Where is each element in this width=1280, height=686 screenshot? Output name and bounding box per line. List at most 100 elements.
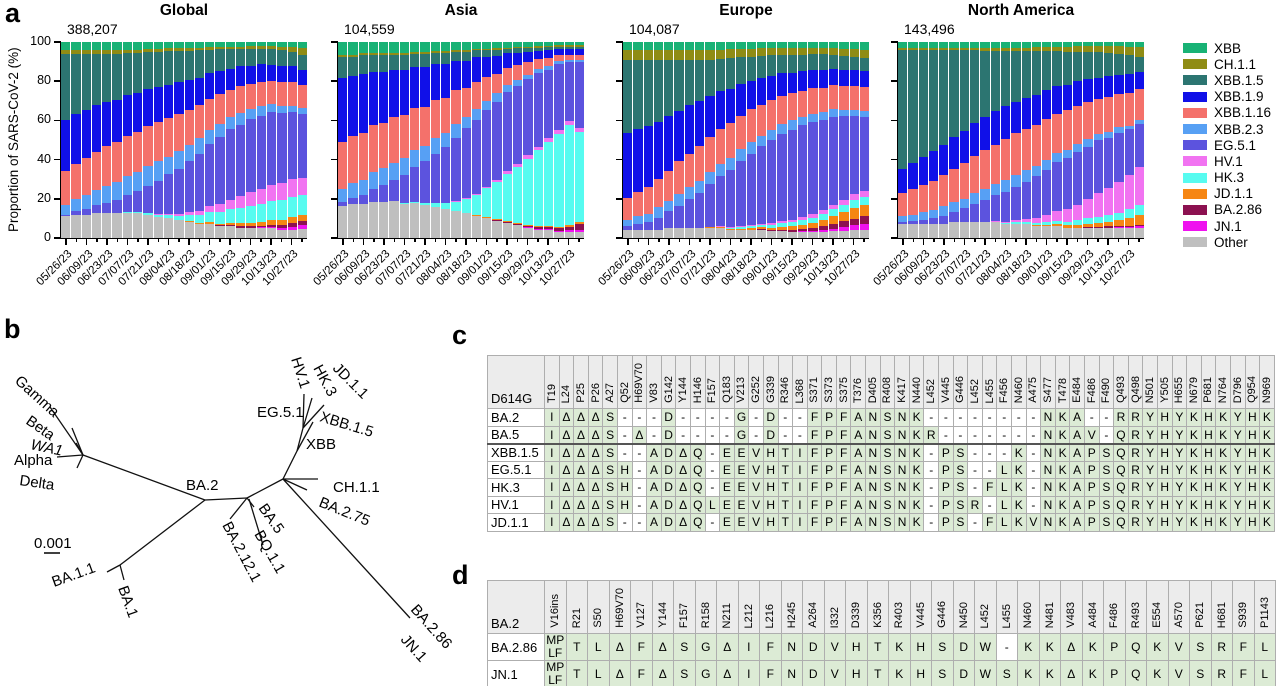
bar-segment-xbb23 (451, 124, 461, 138)
bar-segment-ch11 (554, 45, 564, 48)
bar-segment-xbb (543, 42, 554, 46)
mutation-cell: A (850, 442, 867, 462)
bar-segment-xbb (725, 42, 736, 50)
mutation-position-label: N969 (1260, 376, 1273, 403)
bar-segment-ch11 (184, 48, 194, 51)
mutation-position-header: L216 (759, 580, 782, 634)
legend-item-xbb: XBB (1183, 40, 1271, 56)
bar-segment-hv1 (808, 213, 818, 218)
mutation-cell: S (1098, 460, 1115, 479)
bar-segment-xbb116 (287, 81, 297, 107)
mutation-cell: S (952, 478, 969, 497)
ba286-mutation-table: BA.2 V16ins R21 S50 H69V70 V127 Y144 F157 R158 N2… (487, 580, 1276, 686)
bar-segment-xbb (695, 42, 705, 51)
bar-segment-ba286 (554, 228, 564, 231)
bar-segment-hk3 (818, 214, 828, 221)
stacked-bar (399, 42, 410, 238)
bar-segment-xbb19 (163, 84, 174, 118)
mutation-cell: D (660, 425, 677, 444)
mutation-cell: Δ (558, 408, 575, 427)
mutation-cell: - (1011, 425, 1027, 444)
bar-segment-xbb116 (818, 88, 828, 113)
bar-segment-eg51 (787, 130, 798, 220)
stacked-bar (1073, 42, 1083, 238)
mutation-cell: K (1011, 513, 1027, 532)
bar-segment-xbb15 (564, 47, 574, 50)
mutation-cell: K (908, 478, 925, 497)
bar-segment-xbb23 (471, 108, 482, 120)
mutation-position-label: L455 (983, 378, 996, 403)
mutation-cell: T (565, 660, 588, 686)
bar-segment-xbb (163, 42, 174, 49)
bar-segment-eg51 (767, 140, 777, 223)
bar-segment-xbb (674, 42, 684, 51)
bar-segment-xbb15 (379, 54, 389, 72)
y-tick-label: 0 (44, 230, 51, 244)
mutation-position-header: T376 (850, 355, 867, 409)
stacked-bar (492, 42, 502, 238)
bar-segment-other (1031, 226, 1042, 238)
mutation-position-header: T19 (544, 355, 560, 409)
mutation-cell: - (996, 425, 1012, 444)
mutation-cell: I (792, 495, 808, 514)
mutation-cell: Δ (558, 442, 575, 462)
bar-segment-jd11 (482, 217, 492, 218)
mutation-cell: Δ (716, 633, 739, 661)
bar-segment-xbb19 (91, 105, 102, 152)
mutation-cell: I (792, 460, 808, 479)
bar-segment-xbb19 (746, 81, 756, 110)
bar-segment-xbb19 (194, 77, 205, 106)
mutation-cell: N (865, 460, 881, 479)
x-tick (791, 238, 793, 245)
bar-segment-other (81, 214, 91, 238)
bar-segment-xbb (277, 42, 287, 47)
mutation-cell: K (908, 460, 925, 479)
mutation-cell: K (1215, 478, 1231, 497)
mutation-position-header: V445 (909, 580, 932, 634)
bars (623, 42, 870, 238)
mutation-cell: F (835, 408, 852, 427)
bar-segment-xbb15 (1134, 56, 1145, 73)
bar-segment-xbb (348, 42, 358, 55)
bar-segment-xbb (143, 42, 153, 50)
mutation-cell: Δ (675, 460, 691, 479)
bar-segment-xbb116 (990, 144, 1000, 184)
x-tick (811, 238, 814, 245)
y-tick (616, 198, 623, 200)
bar-segment-other (859, 230, 870, 238)
mutation-cell: Y (1171, 460, 1188, 479)
stacked-bar (554, 42, 564, 238)
bar-segment-xbb116 (828, 84, 839, 109)
bar-segment-xbb23 (225, 117, 236, 130)
bar-segment-xbb15 (1052, 51, 1062, 87)
bar-segment-ba286 (513, 224, 523, 226)
bar-segment-hk3 (236, 207, 246, 224)
bar-segment-xbb19 (623, 132, 633, 198)
bar-segment-jd11 (1103, 221, 1114, 227)
mutation-cell: Y (1229, 425, 1246, 444)
legend-item-ba286: BA.2.86 (1183, 202, 1271, 218)
mutation-position-header: P25 (573, 355, 589, 409)
mutation-cell: - (1083, 408, 1100, 427)
mutation-position-header: F157 (704, 355, 721, 409)
stacked-bar (746, 42, 756, 238)
bar-segment-eg51 (664, 211, 674, 228)
bar-segment-ch11 (368, 52, 379, 55)
bar-segment-hk3 (420, 202, 430, 206)
bar-segment-xbb19 (379, 71, 389, 123)
bar-segment-other (1011, 224, 1021, 238)
mutation-position-label: Q498 (1129, 376, 1142, 403)
bar-segment-xbb116 (368, 125, 379, 172)
bar-segment-hv1 (1042, 215, 1052, 222)
bar-segment-eg51 (523, 78, 533, 156)
x-tick (167, 238, 170, 245)
mutation-cell: S (673, 660, 696, 686)
legend-label: BA.2.86 (1214, 202, 1263, 218)
bar-segment-xbb15 (81, 53, 91, 110)
bar-segment-hv1 (1103, 187, 1114, 215)
bar-segment-ch11 (970, 47, 980, 51)
mutation-cell: V (748, 513, 764, 532)
stacked-bar (102, 42, 112, 238)
bar-segment-xbb23 (554, 61, 564, 65)
bar-segment-xbb15 (756, 55, 767, 79)
